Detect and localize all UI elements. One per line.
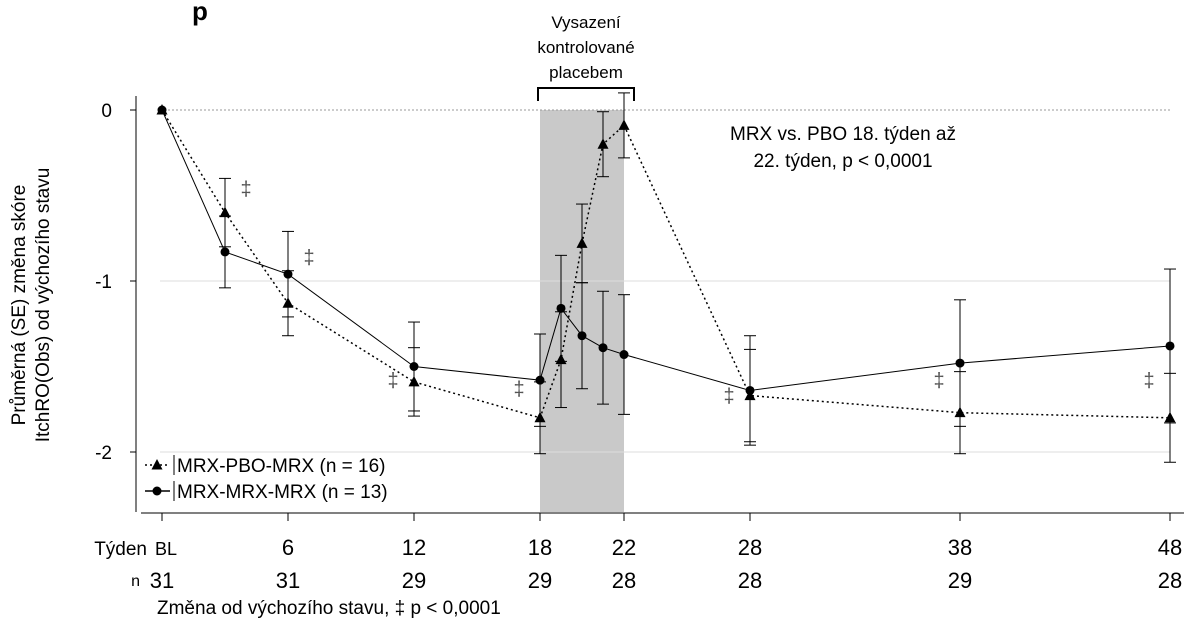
shaded-region-bracket — [537, 87, 635, 101]
n-value: 29 — [402, 568, 426, 593]
week-label: 28 — [738, 535, 762, 560]
y-ticks: 0 -1 -2 — [95, 101, 136, 464]
n-value: 28 — [738, 568, 762, 593]
n-value: 29 — [948, 568, 972, 593]
y-tick-label: -2 — [95, 443, 112, 464]
n-value: 31 — [150, 568, 174, 593]
series-layer — [156, 92, 1176, 463]
n-value: 28 — [1158, 568, 1182, 593]
annotation: MRX vs. PBO 18. týden až 22. týden, p < … — [730, 124, 956, 172]
y-tick-label: 0 — [101, 101, 112, 122]
data-point-triangle — [597, 138, 609, 149]
shaded-region-label: Vysazení kontrolované placebem — [537, 13, 635, 101]
week-row-label: Týden — [94, 539, 147, 560]
data-point-circle — [556, 303, 566, 313]
significance-marks: ‡ ‡ ‡ ‡ ‡ ‡ ‡ — [240, 179, 1154, 408]
significance-mark: ‡ — [723, 385, 734, 407]
data-point-circle — [409, 362, 419, 371]
chart-title-fragment: p — [192, 0, 208, 26]
annotation-line: MRX vs. PBO 18. týden až — [730, 124, 956, 145]
significance-mark: ‡ — [513, 379, 524, 401]
week-label: 48 — [1158, 535, 1182, 560]
data-point-circle — [157, 105, 167, 115]
data-point-circle — [598, 343, 608, 353]
series-triangle — [156, 92, 1176, 463]
shaded-region-label-line: placebem — [549, 63, 623, 82]
y-axis-label-line2: ItchRO(Obs) od výchozího stavu — [33, 168, 54, 443]
gridlines — [160, 109, 1170, 453]
y-axis: 0 -1 -2 Průměrná (SE) změna skóre ItchRO(O… — [9, 96, 137, 512]
shaded-region-label-line: Vysazení — [551, 13, 621, 32]
data-point-circle — [1165, 341, 1175, 351]
week-label: 18 — [528, 535, 552, 560]
data-point-circle — [220, 247, 230, 257]
significance-mark: ‡ — [933, 370, 944, 392]
legend-marker-circle — [152, 486, 162, 496]
week-label: 22 — [612, 535, 636, 560]
legend-marker-triangle — [151, 459, 163, 470]
series-circle — [157, 105, 1176, 446]
significance-mark: ‡ — [303, 247, 314, 269]
y-axis-label-line1: Průměrná (SE) změna skóre — [9, 185, 30, 426]
week-label: 38 — [948, 535, 972, 560]
data-point-triangle — [219, 206, 231, 218]
x-axis-label: Změna od výchozího stavu, ‡ p < 0,0001 — [157, 598, 501, 619]
data-point-circle — [283, 269, 293, 279]
series-line — [161, 109, 1171, 419]
n-value: 28 — [612, 568, 636, 593]
significance-mark: ‡ — [1143, 370, 1154, 392]
significance-mark: ‡ — [387, 370, 398, 392]
data-point-triangle — [618, 119, 630, 130]
n-value: 31 — [276, 568, 300, 593]
y-tick-label: -1 — [95, 272, 112, 293]
week-label: 6 — [282, 535, 294, 560]
data-point-circle — [955, 358, 965, 368]
legend-label: MRX-PBO-MRX (n = 16) — [177, 456, 386, 477]
x-ticks: BL 31 6 31 12 29 18 29 22 28 28 28 38 29 48 28 — [150, 513, 1182, 593]
annotation-line: 22. týden, p < 0,0001 — [753, 151, 932, 172]
legend: MRX-PBO-MRX (n = 16) MRX-MRX-MRX (n = 13) — [145, 455, 388, 503]
week-label: BL — [155, 539, 177, 559]
week-label: 12 — [402, 535, 426, 560]
data-point-circle — [535, 375, 545, 385]
significance-mark: ‡ — [240, 179, 251, 201]
data-point-circle — [577, 331, 587, 341]
data-point-triangle — [576, 237, 588, 248]
data-point-circle — [619, 350, 629, 360]
plot-background — [160, 109, 1170, 512]
n-row-label: n — [131, 573, 140, 590]
shaded-region-label-line: kontrolované — [537, 38, 634, 57]
n-value: 29 — [528, 568, 552, 593]
legend-label: MRX-MRX-MRX (n = 13) — [177, 482, 388, 503]
series-line — [161, 109, 1171, 391]
data-point-circle — [745, 385, 755, 395]
